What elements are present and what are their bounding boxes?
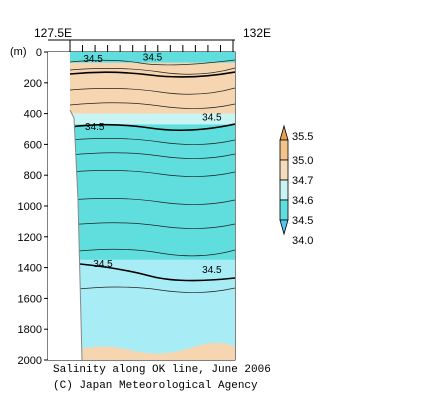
legend-swatch-4 <box>279 199 289 221</box>
contour-label-3: 34.5 <box>202 113 222 124</box>
legend-swatch-2 <box>279 159 289 181</box>
bottom-water-band <box>70 342 235 360</box>
contour-line-1 <box>70 67 235 75</box>
depth-tick-label-1400: 1400 <box>18 263 42 275</box>
contour-line-5 <box>70 152 235 159</box>
chart-title: Salinity along OK line, June 2006 <box>53 364 271 376</box>
depth-tick-label-0: 0 <box>36 47 42 59</box>
contour-line-4 <box>70 138 235 145</box>
depth-tick-label-2000: 2000 <box>18 355 42 367</box>
legend-label-1: 35.0 <box>292 155 313 167</box>
contour-34-5-line-0 <box>70 71 235 78</box>
contour-34-5-line-2 <box>79 263 235 282</box>
lon-label-west: 127.5E <box>34 26 72 40</box>
contour-34-5-line-1 <box>70 123 235 132</box>
legend-label-2: 34.7 <box>292 175 313 187</box>
contour-label-5: 34.5 <box>202 265 222 276</box>
contour-label-1: 34.5 <box>143 53 163 64</box>
lon-label-east: 132E <box>243 26 271 40</box>
depth-tick-label-400: 400 <box>24 109 42 121</box>
contour-line-7 <box>70 198 235 205</box>
topography-edge <box>69 109 83 361</box>
depth-tick-label-1000: 1000 <box>18 201 42 213</box>
contour-label-2: 34.5 <box>85 122 105 133</box>
depth-tick-label-600: 600 <box>24 139 42 151</box>
contour-line-3 <box>70 102 235 109</box>
contour-line-8 <box>70 222 235 229</box>
depth-unit-label: (m) <box>10 46 27 58</box>
contour-line-2 <box>70 87 235 95</box>
legend-bottom-arrow <box>279 219 289 236</box>
depth-tick-label-1600: 1600 <box>18 293 42 305</box>
depth-tick-label-1200: 1200 <box>18 232 42 244</box>
contour-label-0: 34.5 <box>83 54 103 65</box>
salinity-layer-2 <box>70 113 235 125</box>
chart-credit: (C) Japan Meteorological Agency <box>53 380 258 392</box>
depth-tick-label-800: 800 <box>24 170 42 182</box>
depth-axis: 0 200 400 600 800 1000 1200 1400 1600 1800 2000 <box>18 47 48 367</box>
bottom-topography <box>48 52 82 360</box>
contour-line-0 <box>70 59 235 66</box>
salinity-layer-0 <box>70 52 235 63</box>
contour-line-9 <box>70 248 235 257</box>
color-legend: 35.5 35.0 34.7 34.6 34.5 34.0 <box>279 124 313 247</box>
legend-label-4: 34.5 <box>292 215 313 227</box>
legend-label-3: 34.6 <box>292 195 313 207</box>
depth-tick-label-1800: 1800 <box>18 324 42 336</box>
contour-lines <box>70 59 235 293</box>
contour-line-10 <box>70 286 235 293</box>
depth-tick-label-200: 200 <box>24 78 42 90</box>
contour-labels: 34.5 34.5 34.5 34.5 34.5 34.5 <box>83 53 222 277</box>
station-ticks <box>69 45 234 52</box>
legend-swatch-1 <box>279 139 289 161</box>
legend-label-5: 34.0 <box>292 235 313 247</box>
contour-line-6 <box>70 170 235 177</box>
salinity-layer-3 <box>70 124 235 260</box>
salinity-layer-1 <box>70 62 235 114</box>
contour-label-4: 34.5 <box>93 259 113 270</box>
legend-top-arrow <box>279 124 289 141</box>
legend-label-0: 35.5 <box>292 131 313 143</box>
salinity-layers <box>70 52 235 360</box>
legend-swatch-3 <box>279 179 289 201</box>
